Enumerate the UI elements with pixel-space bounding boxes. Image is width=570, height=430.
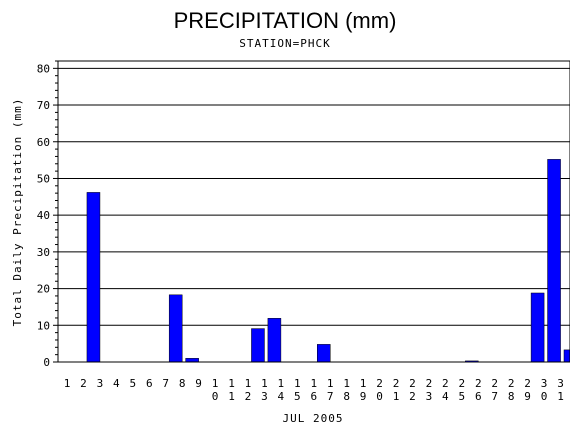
x-axis-label: JUL 2005: [283, 412, 344, 425]
x-tick-label: 4: [113, 377, 120, 390]
y-tick-label: 30: [37, 246, 50, 259]
x-tick-label: 5: [129, 377, 136, 390]
y-tick-label: 80: [37, 62, 50, 75]
chart-title: PRECIPITATION (mm): [174, 8, 397, 33]
bar-day-16: [317, 344, 331, 363]
y-tick-label: 10: [37, 319, 50, 332]
x-tick-label: 9: [195, 377, 202, 390]
y-tick-label: 60: [37, 136, 50, 149]
y-tick-label: 70: [37, 99, 50, 112]
y-axis-label: Total Daily Precipitation (mm): [11, 98, 24, 327]
bar-day-13: [267, 318, 282, 363]
x-axis-ticks: 1 2 3 4 5 6 7 8 9 1 01 11 21 31 41 51 61 71 81 92 02 12 22 32 42…: [64, 377, 564, 403]
plot-frame: [57, 60, 570, 363]
x-tick-label: 6: [146, 377, 153, 390]
y-tick-label: 20: [37, 283, 50, 296]
y-axis-ticks: 0 10 20 30 40 50 60 70 80: [37, 60, 58, 369]
x-tick-label: 1: [64, 377, 71, 390]
bar-day-12: [251, 328, 265, 363]
bar-day-29: [530, 292, 545, 363]
bar-day-30: [547, 159, 561, 363]
x-tick-label: 3: [97, 377, 104, 390]
bar-day-2: [86, 192, 101, 363]
y-tick-label: 0: [43, 356, 50, 369]
y-tick-label: 50: [37, 172, 50, 185]
bars: [86, 159, 570, 363]
x-tick-label: 8: [179, 377, 186, 390]
bar-day-7: [168, 294, 183, 363]
bar-day-8: [185, 358, 199, 363]
bar-day-31: [563, 349, 570, 363]
grid-lines: [58, 67, 570, 363]
x-tick-label: 2: [80, 377, 87, 390]
y-tick-label: 40: [37, 209, 50, 222]
chart-subtitle: STATION=PHCK: [239, 37, 330, 50]
x-tick-label: 7: [162, 377, 169, 390]
